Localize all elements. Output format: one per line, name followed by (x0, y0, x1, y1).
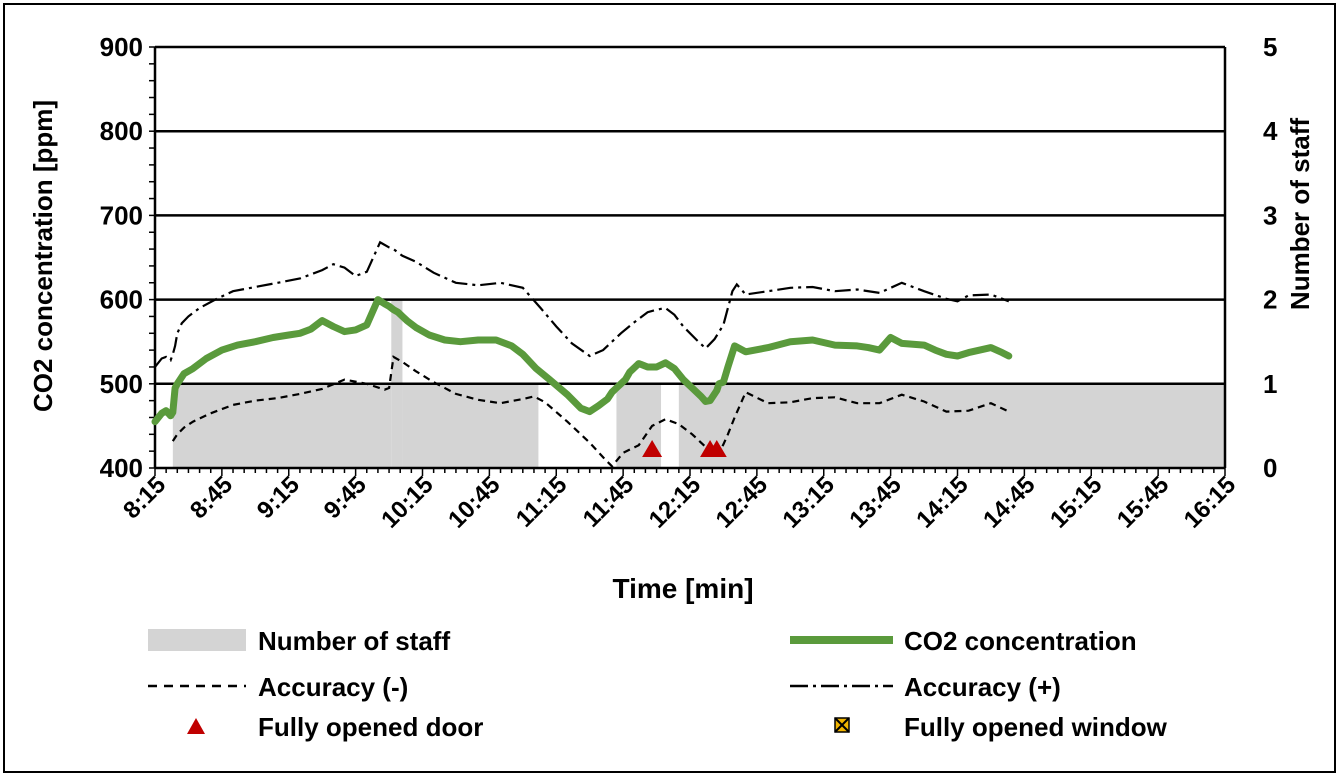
x-tick-label: 13:45 (844, 471, 907, 534)
x-tick-label: 10:15 (376, 471, 439, 534)
x-tick-label: 12:45 (711, 471, 774, 534)
event-markers (642, 440, 727, 457)
x-tick-label: 12:15 (644, 471, 707, 534)
y2-tick-label: 5 (1263, 32, 1277, 62)
y2-tick-label: 4 (1263, 116, 1278, 146)
legend-staff-swatch (148, 629, 246, 651)
x-tick-label: 16:15 (1179, 471, 1242, 534)
x-tick-label: 14:15 (911, 471, 974, 534)
legend-door-label: Fully opened door (258, 712, 483, 742)
y2-tick-label: 3 (1263, 200, 1277, 230)
x-axis-title: Time [min] (612, 573, 753, 604)
x-tick-label: 15:15 (1045, 471, 1108, 534)
y-tick-label: 500 (100, 369, 143, 399)
x-tick-label: 15:45 (1112, 471, 1175, 534)
y2-tick-label: 2 (1263, 285, 1277, 315)
x-tick-label: 11:45 (578, 471, 640, 533)
legend-window-label: Fully opened window (904, 712, 1168, 742)
y2-tick-label: 1 (1263, 369, 1277, 399)
accuracy-plus-line (154, 240, 1010, 368)
legend-acc-plus-label: Accuracy (+) (904, 672, 1061, 702)
y-axis-title: CO2 concentration [ppm] (28, 100, 58, 412)
door-marker-0 (642, 440, 663, 457)
y2-tick-label: 0 (1263, 453, 1277, 483)
x-tick-label: 9:15 (252, 471, 305, 524)
legend-acc-minus-label: Accuracy (-) (258, 672, 408, 702)
staff-bar-4 (678, 383, 1225, 468)
door-marker-2 (706, 440, 727, 457)
legend: Number of staff CO2 concentration Accura… (148, 626, 1168, 742)
legend-staff-label: Number of staff (258, 626, 450, 656)
y-tick-label: 600 (100, 285, 143, 315)
legend-window-marker (834, 717, 850, 733)
legend-co2-label: CO2 concentration (904, 626, 1137, 656)
x-tick-label: 9:45 (319, 471, 372, 524)
data-series (151, 240, 1013, 468)
x-tick-label: 10:45 (443, 471, 506, 534)
y2-axis-title: Number of staff (1285, 118, 1315, 310)
legend-door-marker (187, 718, 205, 734)
y-tick-label: 900 (100, 32, 143, 62)
y-tick-label: 700 (100, 200, 143, 230)
x-tick-label: 8:45 (185, 471, 238, 524)
x-tick-label: 14:45 (978, 471, 1041, 534)
y-tick-label: 400 (100, 453, 143, 483)
y-tick-label: 800 (100, 116, 143, 146)
chart-frame (3, 3, 1336, 773)
co2-line (151, 296, 1013, 426)
staff-bar-2 (402, 383, 539, 468)
x-tick-label: 11:15 (511, 471, 573, 533)
accuracy-minus-line (171, 355, 1010, 468)
x-tick-label: 13:15 (777, 471, 840, 534)
